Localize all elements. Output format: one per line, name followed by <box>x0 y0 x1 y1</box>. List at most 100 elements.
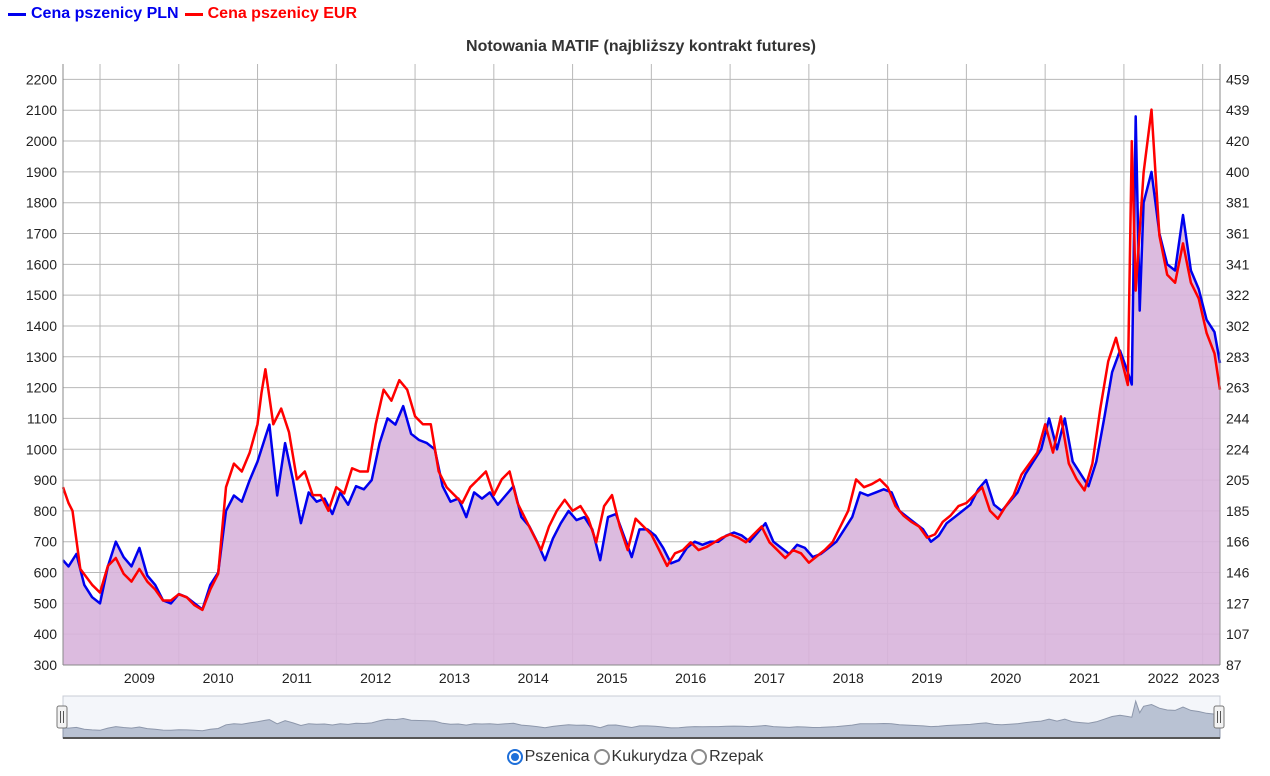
point-pln[interactable] <box>263 435 267 439</box>
point-eur[interactable] <box>594 540 598 544</box>
point-eur[interactable] <box>137 567 141 571</box>
point-pln[interactable] <box>803 546 807 550</box>
point-eur[interactable] <box>736 536 740 540</box>
series-line-eur[interactable] <box>61 108 1222 612</box>
point-pln[interactable] <box>1126 370 1130 374</box>
point-pln[interactable] <box>1063 416 1067 420</box>
point-eur[interactable] <box>1149 108 1153 112</box>
point-pln[interactable] <box>866 493 870 497</box>
point-eur[interactable] <box>1027 462 1031 466</box>
point-pln[interactable] <box>1181 213 1185 217</box>
point-pln[interactable] <box>1142 201 1146 205</box>
point-pln[interactable] <box>945 521 949 525</box>
point-eur[interactable] <box>452 493 456 497</box>
point-eur[interactable] <box>287 430 291 434</box>
point-pln[interactable] <box>74 552 78 556</box>
point-pln[interactable] <box>299 521 303 525</box>
point-eur[interactable] <box>515 501 519 505</box>
point-eur[interactable] <box>70 509 74 513</box>
point-pln[interactable] <box>921 527 925 531</box>
point-pln[interactable] <box>590 527 594 531</box>
point-pln[interactable] <box>960 509 964 513</box>
point-pln[interactable] <box>137 546 141 550</box>
point-eur[interactable] <box>925 536 929 540</box>
point-eur[interactable] <box>1075 477 1079 481</box>
point-pln[interactable] <box>748 540 752 544</box>
point-eur[interactable] <box>791 548 795 552</box>
point-pln[interactable] <box>240 500 244 504</box>
point-eur[interactable] <box>523 517 527 521</box>
point-pln[interactable] <box>1047 416 1051 420</box>
point-pln[interactable] <box>661 546 665 550</box>
point-pln[interactable] <box>456 497 460 501</box>
point-pln[interactable] <box>145 574 149 578</box>
radio-circle-icon[interactable] <box>691 749 708 765</box>
radio-rzepak[interactable]: Rzepak <box>691 748 763 766</box>
point-pln[interactable] <box>669 561 673 565</box>
point-pln[interactable] <box>976 487 980 491</box>
point-pln[interactable] <box>827 546 831 550</box>
point-eur[interactable] <box>259 391 263 395</box>
point-eur[interactable] <box>1067 462 1071 466</box>
point-pln[interactable] <box>409 432 413 436</box>
point-eur[interactable] <box>1020 473 1024 477</box>
point-eur[interactable] <box>1004 504 1008 508</box>
navigator-handle-right[interactable] <box>1213 705 1225 729</box>
point-eur[interactable] <box>106 564 110 568</box>
point-pln[interactable] <box>882 487 886 491</box>
point-pln[interactable] <box>567 509 571 513</box>
point-pln[interactable] <box>1016 490 1020 494</box>
point-eur[interactable] <box>1173 281 1177 285</box>
point-pln[interactable] <box>874 490 878 494</box>
point-eur[interactable] <box>295 477 299 481</box>
point-pln[interactable] <box>385 416 389 420</box>
point-pln[interactable] <box>795 543 799 547</box>
point-eur[interactable] <box>248 451 252 455</box>
point-eur[interactable] <box>484 469 488 473</box>
point-pln[interactable] <box>488 490 492 494</box>
point-eur[interactable] <box>578 504 582 508</box>
point-eur[interactable] <box>1043 422 1047 426</box>
point-eur[interactable] <box>626 548 630 552</box>
point-pln[interactable] <box>401 404 405 408</box>
point-pln[interactable] <box>913 521 917 525</box>
point-eur[interactable] <box>476 477 480 481</box>
point-eur[interactable] <box>224 485 228 489</box>
point-eur[interactable] <box>941 520 945 524</box>
point-eur[interactable] <box>555 509 559 513</box>
point-pln[interactable] <box>417 438 421 442</box>
point-pln[interactable] <box>850 515 854 519</box>
point-pln[interactable] <box>645 527 649 531</box>
point-eur[interactable] <box>78 567 82 571</box>
point-eur[interactable] <box>602 504 606 508</box>
point-eur[interactable] <box>1059 414 1063 418</box>
point-pln[interactable] <box>701 543 705 547</box>
point-pln[interactable] <box>598 558 602 562</box>
point-pln[interactable] <box>842 527 846 531</box>
point-pln[interactable] <box>968 503 972 507</box>
point-eur[interactable] <box>492 493 496 497</box>
point-eur[interactable] <box>894 504 898 508</box>
point-eur[interactable] <box>815 554 819 558</box>
point-eur[interactable] <box>886 485 890 489</box>
point-eur[interactable] <box>1126 383 1130 387</box>
point-eur[interactable] <box>389 399 393 403</box>
point-pln[interactable] <box>1138 309 1142 313</box>
point-pln[interactable] <box>114 540 118 544</box>
point-eur[interactable] <box>1130 139 1134 143</box>
point-pln[interactable] <box>153 583 157 587</box>
point-pln[interactable] <box>630 555 634 559</box>
point-eur[interactable] <box>1098 407 1102 411</box>
point-pln[interactable] <box>283 441 287 445</box>
legend-item-pln[interactable]: Cena pszenicy PLN <box>8 5 179 23</box>
radio-circle-icon[interactable] <box>506 749 523 765</box>
point-eur[interactable] <box>610 493 614 497</box>
point-eur[interactable] <box>311 493 315 497</box>
point-eur[interactable] <box>114 556 118 560</box>
point-pln[interactable] <box>480 497 484 501</box>
point-eur[interactable] <box>1212 351 1216 355</box>
point-pln[interactable] <box>67 564 71 568</box>
point-pln[interactable] <box>441 484 445 488</box>
point-eur[interactable] <box>413 414 417 418</box>
point-eur[interactable] <box>193 603 197 607</box>
